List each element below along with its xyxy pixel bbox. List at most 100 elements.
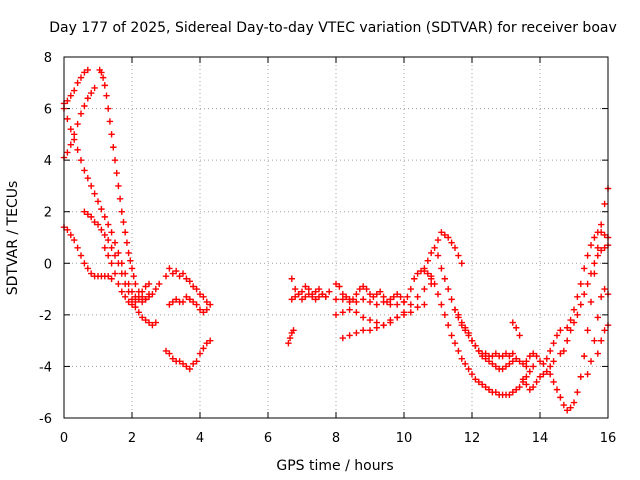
data-point: [190, 360, 197, 368]
data-series: [509, 319, 523, 339]
data-point: [468, 337, 476, 344]
data-point: [105, 252, 112, 259]
data-point: [115, 182, 122, 190]
data-series: [60, 84, 98, 161]
data-point: [123, 239, 131, 246]
data-point: [196, 291, 204, 298]
data-series: [162, 337, 214, 373]
data-point: [421, 301, 428, 308]
y-tick-label: 0: [44, 257, 52, 272]
data-point: [64, 226, 71, 233]
x-tick-label: 16: [600, 431, 617, 446]
data-point: [336, 283, 343, 290]
data-series: [285, 327, 297, 347]
data-point: [84, 265, 91, 272]
data-point: [176, 272, 183, 280]
x-tick-label: 4: [196, 431, 204, 446]
data-point: [557, 327, 564, 334]
data-point: [295, 291, 302, 298]
data-point: [370, 293, 377, 301]
data-point: [428, 272, 435, 280]
data-point: [67, 92, 74, 99]
data-point: [312, 296, 319, 303]
data-point: [77, 252, 85, 259]
data-point: [462, 360, 469, 368]
data-point: [179, 270, 187, 277]
data-point: [598, 221, 605, 228]
data-point: [145, 319, 153, 326]
data-point: [536, 373, 544, 380]
data-point: [343, 293, 350, 301]
data-point: [319, 291, 326, 298]
data-point: [360, 314, 367, 321]
data-point: [567, 404, 574, 411]
data-point: [152, 285, 159, 293]
data-point: [111, 156, 119, 164]
data-point: [455, 347, 462, 355]
data-point: [115, 280, 122, 288]
data-point: [560, 401, 567, 409]
data-point: [84, 211, 91, 218]
data-point: [302, 283, 309, 290]
data-point: [64, 97, 71, 105]
data-point: [448, 296, 455, 303]
data-point: [594, 350, 601, 357]
data-point: [574, 293, 581, 301]
data-point: [380, 298, 387, 306]
data-point: [353, 291, 360, 298]
data-point: [339, 309, 346, 316]
data-point: [309, 293, 316, 301]
data-point: [74, 244, 81, 252]
data-point: [360, 327, 367, 334]
data-point: [421, 267, 428, 275]
data-point: [125, 288, 132, 295]
x-tick-label: 12: [464, 431, 481, 446]
data-point: [118, 288, 125, 295]
data-point: [186, 296, 193, 303]
data-point: [169, 355, 176, 362]
data-point: [356, 285, 363, 293]
data-point: [424, 257, 431, 264]
data-point: [516, 332, 523, 339]
data-point: [523, 358, 530, 365]
data-point: [339, 296, 346, 303]
data-point: [91, 190, 98, 197]
data-point: [162, 347, 170, 355]
data-point: [203, 306, 210, 313]
data-series: [564, 229, 612, 331]
data-point: [509, 389, 516, 396]
data-point: [98, 69, 105, 76]
data-series: [519, 358, 557, 393]
data-point: [142, 316, 149, 324]
data-point: [564, 407, 571, 414]
data-point: [550, 378, 557, 386]
data-point: [438, 229, 445, 236]
data-point: [373, 291, 380, 298]
data-point: [193, 285, 200, 293]
x-tick-label: 0: [60, 431, 68, 446]
data-point: [122, 229, 129, 236]
data-point: [122, 280, 129, 288]
data-point: [468, 370, 476, 378]
data-point: [298, 288, 306, 295]
data-point: [360, 283, 367, 290]
data-point: [448, 332, 455, 339]
data-point: [441, 231, 448, 239]
data-point: [523, 373, 530, 380]
data-point: [570, 306, 578, 313]
data-point: [101, 244, 108, 252]
data-point: [451, 306, 459, 313]
data-point: [591, 337, 598, 344]
data-series: [332, 296, 408, 308]
data-point: [475, 378, 482, 386]
data-point: [394, 291, 401, 298]
data-point: [567, 327, 574, 334]
x-tick-label: 14: [532, 431, 549, 446]
data-point: [516, 358, 523, 365]
data-point: [298, 296, 306, 303]
data-point: [587, 242, 595, 249]
data-series: [101, 244, 153, 308]
data-point: [366, 291, 374, 298]
data-point: [200, 345, 207, 352]
data-point: [179, 298, 187, 306]
